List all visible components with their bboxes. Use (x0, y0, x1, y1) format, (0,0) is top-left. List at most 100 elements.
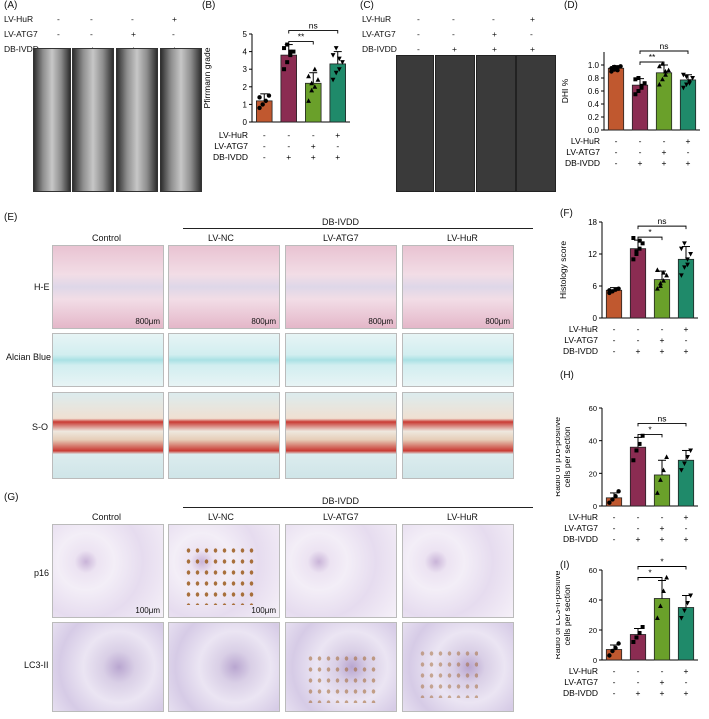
condition-sign: + (638, 158, 643, 168)
data-point (640, 625, 645, 629)
data-point (288, 49, 293, 54)
data-point (607, 653, 612, 658)
condition-sign: - (336, 141, 339, 151)
data-point (636, 89, 641, 93)
y-tick-label: 2 (243, 83, 248, 92)
panel-letter-f: (F) (560, 208, 573, 219)
data-point (309, 87, 315, 93)
panel-letter-c: (C) (360, 0, 374, 11)
data-point (654, 286, 660, 291)
condition-sign: - (613, 677, 616, 687)
histology-so-control (52, 392, 164, 479)
condition-sign: + (636, 688, 641, 698)
mri-image-lvatg7 (116, 48, 158, 192)
data-point (661, 467, 666, 473)
data-point (631, 236, 636, 240)
significance-label: ns (658, 216, 667, 226)
data-point (637, 246, 642, 251)
significance-label: * (648, 424, 652, 434)
data-point (285, 42, 290, 47)
y-axis-title: Histology score (558, 241, 568, 299)
data-point (685, 455, 690, 460)
data-point (309, 80, 315, 86)
condition-sign: + (311, 141, 316, 151)
significance-label: ** (649, 52, 656, 62)
data-point (687, 81, 692, 86)
scale-label: 800μm (485, 317, 510, 326)
data-point (682, 461, 687, 467)
y-tick-label: 40 (589, 596, 597, 605)
condition-sign: - (613, 324, 616, 334)
ihc-p16-control: 100μm (52, 524, 164, 618)
condition-sign: - (615, 147, 618, 157)
histology-so-lvhur (402, 392, 514, 479)
data-point (658, 280, 663, 286)
data-point (336, 56, 342, 62)
data-point (637, 631, 642, 635)
data-point (678, 246, 684, 252)
data-point (312, 66, 318, 72)
y-tick-label: 12 (588, 250, 597, 259)
y-tick-label: 4 (243, 48, 248, 57)
data-point (266, 93, 272, 98)
condition-sign: - (613, 688, 616, 698)
significance-label: ns (658, 413, 667, 423)
condition-sign: - (287, 141, 290, 151)
data-point (666, 67, 672, 73)
data-point (285, 60, 290, 65)
y-tick-label: 0.4 (588, 100, 600, 109)
ihc-p16-lvhur (402, 524, 514, 618)
sign: - (530, 29, 533, 39)
histology-alcian-lvhur (402, 333, 514, 387)
condition-sign: - (637, 523, 640, 533)
ihc-lc3-control (52, 622, 164, 712)
data-point (330, 53, 336, 58)
data-point (682, 608, 687, 614)
data-point (685, 601, 690, 606)
condition-sign: - (685, 335, 688, 345)
data-point (642, 81, 647, 86)
positive-cells (184, 545, 254, 605)
y-axis-title: Pfirrmann grade (202, 47, 212, 108)
data-point (613, 494, 618, 499)
condition-label-ivdd: DB-IVDD (4, 44, 39, 54)
ihc-p16-lvatg7 (285, 524, 397, 618)
significance-bracket (288, 30, 339, 34)
condition-sign: + (335, 152, 340, 162)
condition-sign: - (613, 512, 616, 522)
histology-so-lvnc (168, 392, 280, 479)
condition-sign: + (636, 346, 641, 356)
y-tick-label: 40 (589, 437, 597, 446)
data-point (654, 267, 660, 272)
histology-he-lvatg7: 800μm (285, 245, 397, 329)
y-tick-label: 20 (589, 626, 597, 635)
y-tick-label: 60 (589, 566, 597, 575)
y-tick-label: 0 (243, 118, 248, 127)
sign: - (452, 14, 455, 24)
y-tick-label: 5 (243, 30, 248, 39)
significance-label: ns (309, 21, 318, 31)
data-point (612, 64, 617, 70)
scale-label: 100μm (251, 606, 276, 615)
condition-sign: + (684, 512, 689, 522)
condition-sign: + (684, 688, 689, 698)
data-point (684, 82, 689, 88)
sign: - (57, 14, 60, 24)
chart-h: 0 20 40 60 Radio of p16-positive cells per se… (556, 404, 698, 544)
data-point (634, 448, 639, 453)
data-point (257, 95, 262, 100)
histology-alcian-control (52, 333, 164, 387)
data-point (680, 85, 686, 91)
y-tick-label: 0.8 (588, 74, 600, 83)
data-point (282, 67, 287, 72)
panel-letter-h: (H) (560, 370, 574, 381)
panel-letter-i: (I) (560, 560, 570, 571)
condition-sign: - (615, 136, 618, 146)
sign: - (131, 14, 134, 24)
data-point (656, 81, 662, 87)
condition-sign: + (684, 346, 689, 356)
panel-letter-g: (G) (4, 492, 19, 503)
significance-bracket (637, 236, 663, 241)
condition-sign: + (662, 147, 667, 157)
